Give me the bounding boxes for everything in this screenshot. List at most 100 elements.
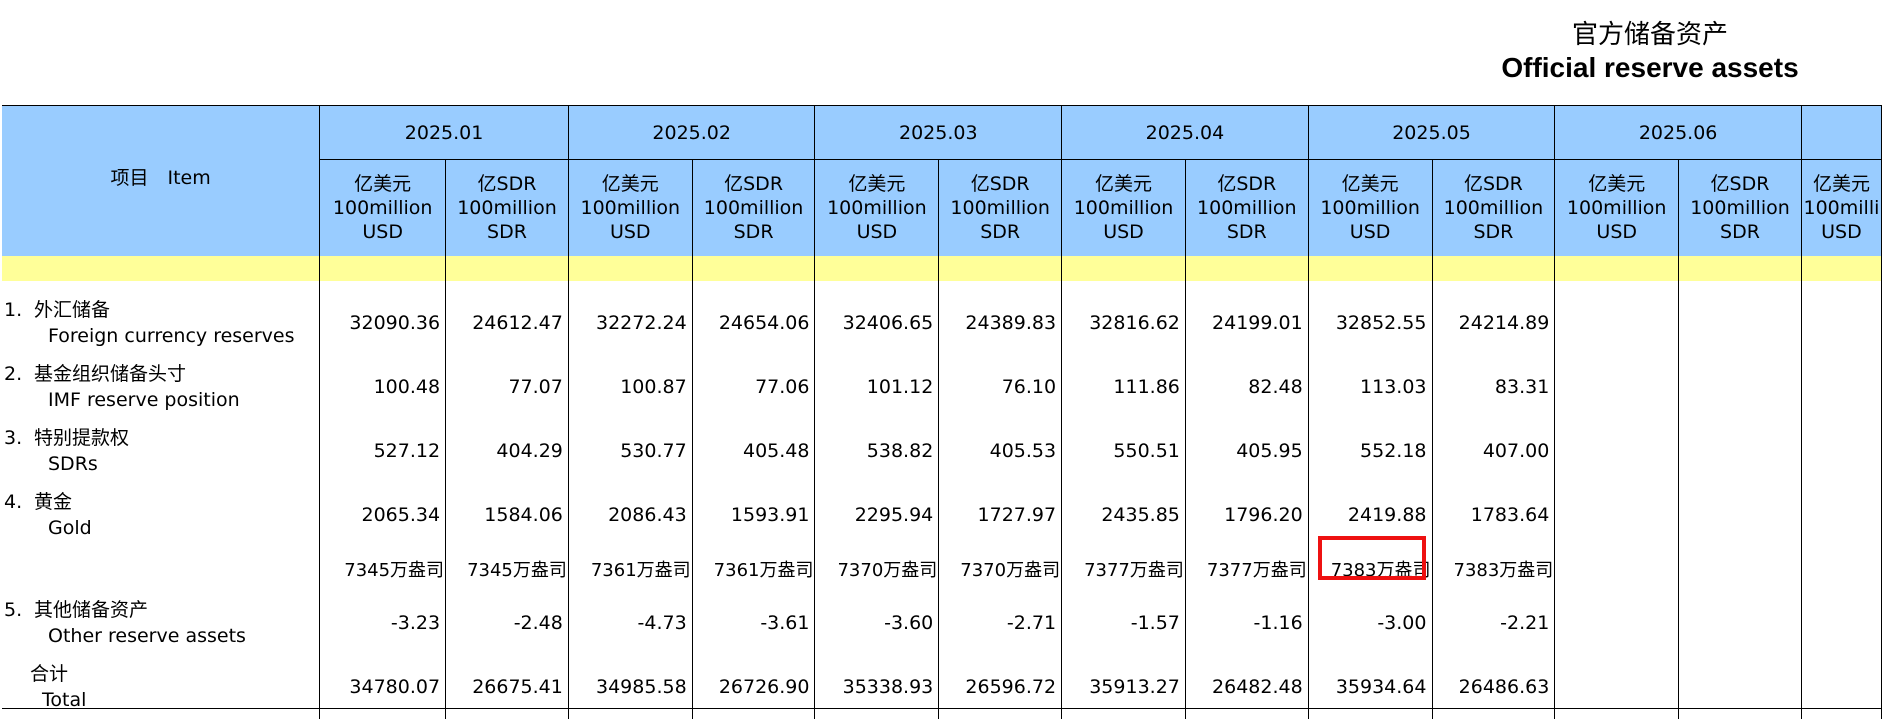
table-cell: 7345万盎司	[445, 547, 569, 591]
unit-line: 100million	[703, 197, 804, 219]
table-cell: 405.48	[691, 419, 816, 483]
spacer-cell	[814, 281, 940, 291]
yellow-band-cell	[1307, 256, 1433, 281]
month-header-partial	[1800, 106, 1882, 160]
table-cell: 100.87	[567, 355, 693, 419]
table-cell: 7361万盎司	[691, 547, 816, 591]
unit-line: 亿SDR	[724, 173, 784, 195]
row-label-cn: 2. 基金组织储备头寸	[2, 361, 319, 387]
yellow-band-cell	[2, 256, 321, 281]
table-cell: 7377万盎司	[1184, 547, 1309, 591]
table-cell: 32406.65	[814, 291, 940, 355]
header-yellow-band	[2, 256, 1882, 281]
table-cell: 83.31	[1431, 355, 1556, 419]
yellow-band-cell	[1184, 256, 1309, 281]
table-cell: 34985.58	[567, 655, 693, 719]
table-cell: 32272.24	[567, 291, 693, 355]
table-cell: 101.12	[814, 355, 940, 419]
table-cell: -2.21	[1431, 591, 1556, 655]
table-cell	[1678, 355, 1802, 419]
table-cell: 77.07	[445, 355, 569, 419]
table-cell: -1.57	[1061, 591, 1186, 655]
row-number: 3.	[4, 427, 23, 449]
table-cell	[1800, 655, 1882, 719]
unit-line: 100million	[1197, 197, 1297, 219]
unit-line: SDR	[487, 221, 527, 243]
table-cell	[1554, 547, 1680, 591]
row-label-cn: 4. 黄金	[2, 489, 319, 515]
row-label-en: Other reserve assets	[48, 625, 246, 647]
unit-line: 亿美元	[1341, 173, 1399, 195]
table-cell: 552.18	[1307, 419, 1433, 483]
table-cell	[1800, 355, 1882, 419]
row-label-cn-text: 基金组织储备头寸	[34, 363, 187, 385]
row-label-cn-text: 外汇储备	[34, 299, 111, 321]
table-cell: 26596.72	[938, 655, 1063, 719]
spacer-cell	[1184, 281, 1309, 291]
table-row: 1. 外汇储备 Foreign currency reserves 32090.36 2…	[2, 291, 1882, 355]
row-label-cn-text: 特别提款权	[34, 427, 130, 449]
table-cell: -4.73	[567, 591, 693, 655]
table-cell: 26482.48	[1184, 655, 1309, 719]
unit-line: SDR	[1720, 221, 1760, 243]
table-cell: 7370万盎司	[938, 547, 1063, 591]
row-label-cn-text: 黄金	[34, 491, 73, 513]
row-label-cn: 合计	[2, 661, 319, 687]
unit-line: SDR	[1473, 221, 1514, 243]
unit-line: 100million	[1443, 197, 1544, 219]
table-cell	[1678, 547, 1802, 591]
row-label: 2. 基金组织储备头寸 IMF reserve position	[2, 355, 321, 419]
row-label-cn: 3. 特别提款权	[2, 425, 319, 451]
table-cell: 24199.01	[1184, 291, 1309, 355]
unit-header-usd: 亿美元 100million USD	[1307, 159, 1433, 256]
table-cell: 35338.93	[814, 655, 940, 719]
yellow-band-cell	[445, 256, 569, 281]
table-cell: 550.51	[1061, 419, 1186, 483]
unit-line: 亿美元	[1812, 173, 1870, 195]
row-label-en: SDRs	[48, 453, 98, 475]
table-cell: 24214.89	[1431, 291, 1556, 355]
unit-line: 亿SDR	[1217, 173, 1277, 195]
row-label: 合计 Total	[2, 655, 321, 719]
table-cell: 32090.36	[319, 291, 447, 355]
row-number: 2.	[4, 363, 23, 385]
table-cell: 404.29	[445, 419, 569, 483]
unit-header-usd: 亿美元 100million USD	[1061, 159, 1186, 256]
unit-line: 亿美元	[601, 173, 659, 195]
unit-header-sdr: 亿SDR 100million SDR	[691, 159, 816, 256]
table-cell: 26726.90	[691, 655, 816, 719]
row-label: 4. 黄金 Gold	[2, 483, 321, 547]
table-cell: 7345万盎司	[319, 547, 447, 591]
yellow-band-cell	[691, 256, 816, 281]
table-cell: -3.23	[319, 591, 447, 655]
table-cell: 7383万盎司	[1307, 547, 1433, 591]
spacer-cell	[445, 281, 569, 291]
spacer-cell	[1554, 281, 1680, 291]
spacer-row	[2, 281, 1882, 291]
spacer-cell	[567, 281, 693, 291]
table-top-rule	[2, 105, 1882, 106]
unit-line: 亿SDR	[1463, 173, 1523, 195]
unit-line: 亿SDR	[970, 173, 1030, 195]
table-cell: 405.95	[1184, 419, 1309, 483]
table-cell: 24389.83	[938, 291, 1063, 355]
total-row: 合计 Total 34780.07 26675.41 34985.58 26726.90 3…	[2, 655, 1882, 719]
table-cell	[1678, 419, 1802, 483]
table-cell: -3.61	[691, 591, 816, 655]
spacer-cell	[1800, 281, 1882, 291]
unit-line: 100million	[950, 197, 1050, 219]
table-cell: 1584.06	[445, 483, 569, 547]
gold-ounces-row: 7345万盎司 7345万盎司 7361万盎司 7361万盎司 7370万盎司 7370万…	[2, 547, 1882, 591]
row-label-empty	[2, 547, 321, 591]
unit-line: 100million	[1073, 197, 1174, 219]
table-cell: 24612.47	[445, 291, 569, 355]
unit-line: 100million	[332, 197, 433, 219]
spacer-cell	[691, 281, 816, 291]
row-number: 5.	[4, 599, 23, 621]
unit-header-usd: 亿美元 100million USD	[1554, 159, 1680, 256]
table-cell	[1554, 483, 1680, 547]
unit-line: 100million	[457, 197, 557, 219]
month-header-2025-05: 2025.05	[1307, 106, 1556, 160]
unit-line: SDR	[733, 221, 774, 243]
table-cell: 100.48	[319, 355, 447, 419]
